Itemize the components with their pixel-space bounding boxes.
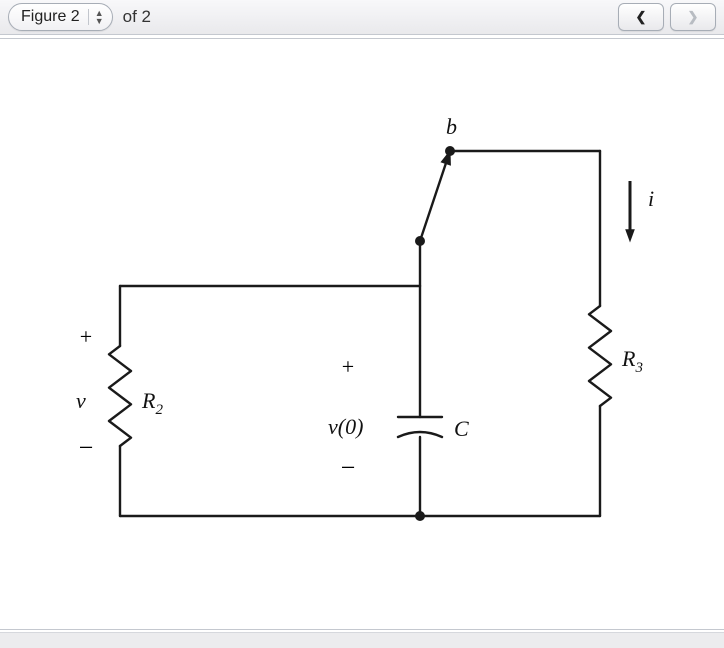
figure-selector-label: Figure 2 <box>21 8 88 26</box>
svg-text:i: i <box>648 186 654 211</box>
figure-toolbar: Figure 2 ▲ ▼ of 2 ❮ ❯ <box>0 0 724 35</box>
svg-text:v: v <box>76 388 86 413</box>
svg-text:−: − <box>79 433 94 462</box>
svg-text:b: b <box>446 114 457 139</box>
chevron-right-icon: ❯ <box>688 9 699 25</box>
svg-text:v(0): v(0) <box>328 414 363 439</box>
svg-text:R2: R2 <box>141 388 163 418</box>
figure-selector[interactable]: Figure 2 ▲ ▼ <box>8 3 113 31</box>
figure-canvas: i + − v + − v(0) R2 R3 Cb <box>0 35 724 633</box>
svg-text:R3: R3 <box>621 346 643 376</box>
stepper-down-icon[interactable]: ▼ <box>95 17 104 25</box>
svg-text:−: − <box>341 453 356 482</box>
figure-count-label: of 2 <box>123 7 151 27</box>
next-figure-button: ❯ <box>670 3 716 31</box>
svg-text:+: + <box>80 324 92 349</box>
circuit-diagram: i + − v + − v(0) R2 R3 Cb <box>0 36 724 632</box>
svg-text:C: C <box>454 416 469 441</box>
svg-text:+: + <box>342 354 354 379</box>
figure-stepper[interactable]: ▲ ▼ <box>88 9 108 25</box>
prev-figure-button[interactable]: ❮ <box>618 3 664 31</box>
chevron-left-icon: ❮ <box>636 9 647 25</box>
